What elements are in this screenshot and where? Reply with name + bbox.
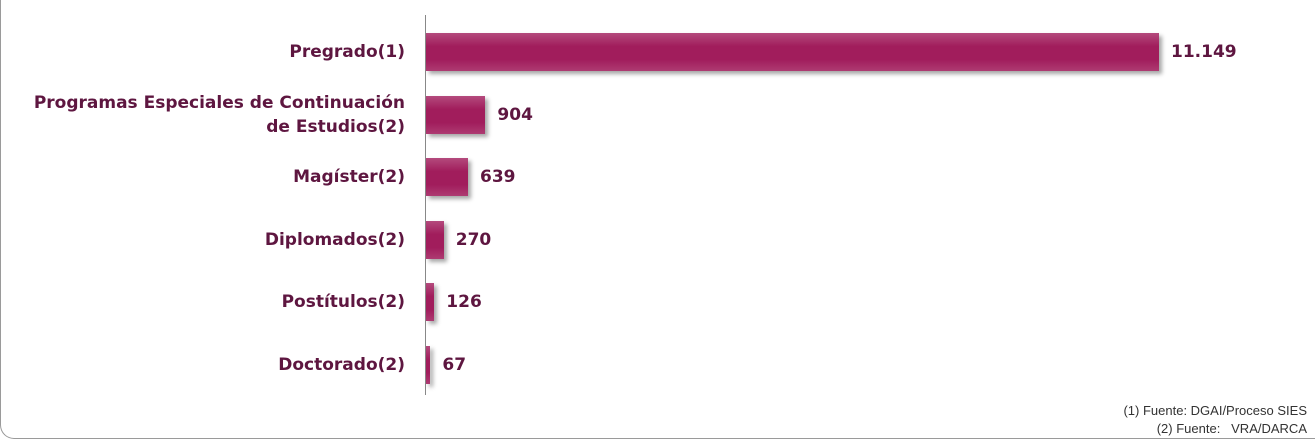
bar <box>426 95 486 134</box>
footnote: (1) Fuente: DGAI/Proceso SIES <box>1123 403 1307 418</box>
category-label: Diplomados(2) <box>264 229 405 250</box>
bar <box>426 283 435 321</box>
category-label: Magíster(2) <box>293 167 405 187</box>
value-label: 270 <box>455 229 492 250</box>
category-label: Doctorado(2) <box>278 354 405 375</box>
value-label: 126 <box>446 292 482 312</box>
axis-line <box>425 15 426 395</box>
category-label: Postítulos(2) <box>281 292 405 312</box>
footnote: (2) Fuente: VRA/DARCA <box>1156 421 1307 436</box>
bar <box>426 345 431 384</box>
value-label: 639 <box>480 167 516 187</box>
value-label: 11.149 <box>1171 42 1237 62</box>
value-label: 67 <box>442 354 467 375</box>
bar <box>426 220 444 259</box>
bar <box>426 158 468 196</box>
bar <box>426 33 1159 71</box>
category-label: Pregrado(1) <box>289 42 405 62</box>
value-label: 904 <box>497 104 533 125</box>
category-label: Programas Especiales de Continuación de … <box>33 92 405 137</box>
